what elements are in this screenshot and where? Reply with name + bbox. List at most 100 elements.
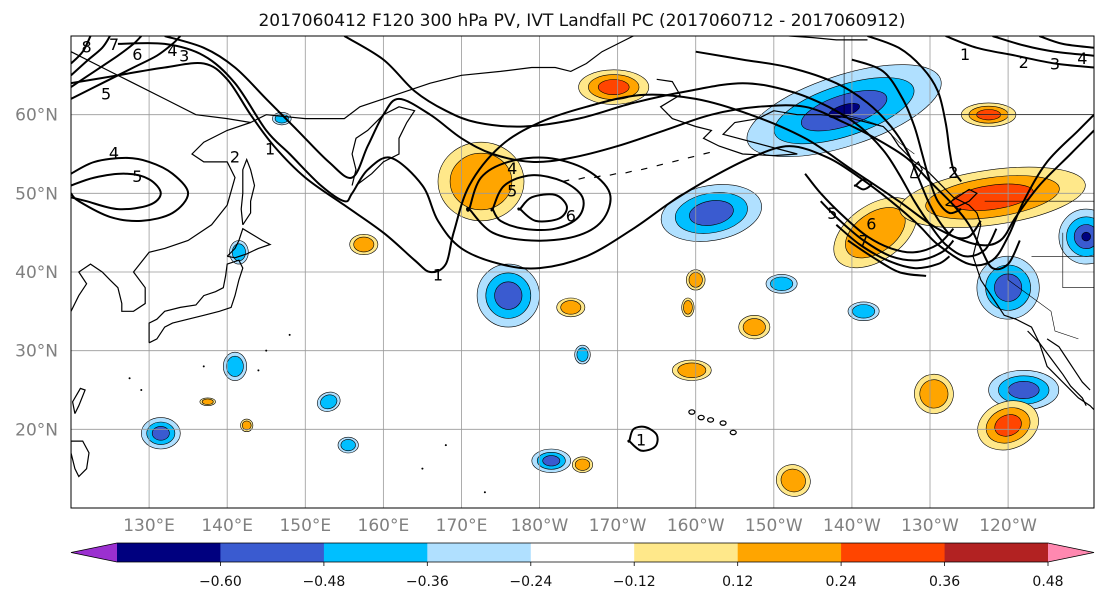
latitude-labels: 20°N 30°N 40°N 50°N 60°N <box>15 106 58 441</box>
island <box>288 333 291 336</box>
ivt-positive-anomaly <box>201 398 214 405</box>
colorbar-segment <box>841 543 945 562</box>
longitude-label: 130°W <box>901 516 959 536</box>
coastline <box>1027 330 1087 406</box>
pv-contour-label: 1 <box>265 140 275 159</box>
pv-contour-label: 4 <box>167 41 177 60</box>
ivt-positive-anomaly <box>919 379 949 409</box>
pv-contour <box>71 156 190 223</box>
latitude-label: 30°N <box>15 342 58 362</box>
pv-contour <box>853 178 873 191</box>
ivt-negative-anomaly <box>226 355 244 377</box>
ivt-positive-anomaly <box>597 79 630 95</box>
longitude-label: 160°E <box>358 516 410 536</box>
colorbar-tick-label: −0.60 <box>199 574 242 590</box>
pv-contour <box>71 62 1094 274</box>
pv-contour <box>835 224 951 270</box>
pv-contour <box>466 156 612 242</box>
longitude-label: 150°E <box>279 516 331 536</box>
colorbar-tick-label: 0.36 <box>929 574 960 590</box>
pv-contour <box>819 200 955 262</box>
colorbar-tick-label: −0.36 <box>406 574 449 590</box>
longitude-labels: 130°E 140°E 150°E 160°E 170°E 180°W 170°W 160°W… <box>123 516 1037 536</box>
ivt-negative-anomaly <box>340 439 356 452</box>
pv-contour <box>627 425 659 452</box>
pv-contour-label: 6 <box>866 214 876 233</box>
pv-contour <box>851 58 962 215</box>
longitude-label: 170°E <box>436 516 488 536</box>
ivt-negative-anomaly <box>320 394 338 410</box>
pv-contour <box>164 36 1021 271</box>
colorbar-tick-label: 0.12 <box>722 574 753 590</box>
pv-contour <box>71 36 182 100</box>
pv-contour-label: 1 <box>636 431 646 450</box>
pv-contour-label: 4 <box>1077 49 1087 68</box>
island <box>706 417 715 423</box>
coastlines <box>71 36 1094 494</box>
border-line <box>1007 256 1079 340</box>
longitude-label: 150°W <box>745 516 803 536</box>
island <box>444 444 447 447</box>
longitude-label: 170°W <box>589 516 647 536</box>
colorbar-tick-label: −0.12 <box>613 574 656 590</box>
colorbar-segment <box>117 543 221 562</box>
pv-contour-label: 5 <box>101 85 111 104</box>
island <box>640 167 648 171</box>
ivt-negative-anomaly <box>494 281 523 310</box>
longitude-label: 140°E <box>201 516 253 536</box>
ivt-negative-anomaly <box>542 455 561 467</box>
pv-contour <box>343 36 998 258</box>
pv-contour <box>695 50 982 240</box>
colorbar-extend-high <box>1048 543 1094 562</box>
pv-contour <box>847 239 927 277</box>
colorbar-segment <box>737 543 842 562</box>
pv-contour-label: 1 <box>433 265 443 284</box>
colorbar-segment <box>427 543 532 562</box>
island <box>421 467 424 470</box>
coastline <box>240 157 256 226</box>
colorbar-tick-label: −0.48 <box>302 574 345 590</box>
pv-contour-label: 6 <box>132 45 142 64</box>
border-line <box>1062 232 1094 288</box>
island <box>483 491 486 494</box>
pv-contour-label: 4 <box>109 144 119 163</box>
coastline <box>71 387 86 414</box>
border-line <box>843 36 915 155</box>
colorbar-segment <box>530 543 635 562</box>
pv-contour-label: 3 <box>1050 55 1060 74</box>
pv-contour <box>517 193 568 223</box>
pv-contour-label: 2 <box>948 163 958 182</box>
colorbar-extend-low <box>71 543 117 562</box>
colorbar-tick-label: 0.48 <box>1032 574 1063 590</box>
coastline <box>71 382 72 384</box>
colorbar-tick-label: 0.24 <box>826 574 857 590</box>
latitude-label: 50°N <box>15 184 58 204</box>
pv-contour <box>71 36 143 88</box>
pv-contour <box>867 36 963 183</box>
colorbar-outline <box>70 542 1095 563</box>
longitude-label: 140°W <box>823 516 881 536</box>
island <box>656 163 664 167</box>
island <box>729 429 737 436</box>
pv-contour <box>71 172 162 211</box>
island <box>609 173 617 176</box>
pv-contour-label: 4 <box>507 159 517 178</box>
pv-contour <box>117 42 1094 270</box>
pv-contour <box>1038 36 1094 49</box>
ivt-positive-anomaly <box>574 458 591 471</box>
island <box>128 377 131 380</box>
pv-contours <box>71 36 1094 452</box>
pv-contour-label: 5 <box>132 167 142 186</box>
pv-contour-label: 2 <box>230 147 240 166</box>
colorbar: −0.60 −0.48 −0.36 −0.24 −0.12 0.12 0.24 0.36 0.4… <box>70 542 1095 590</box>
pv-contour-label: 6 <box>566 206 576 225</box>
coastline <box>226 227 272 259</box>
longitude-label: 120°W <box>979 516 1037 536</box>
ivt-positive-anomaly <box>241 420 252 431</box>
pv-contour-label: 8 <box>82 37 92 56</box>
island <box>672 159 679 163</box>
island <box>257 369 260 372</box>
map-title: 2017060412 F120 300 hPa PV, IVT Landfall… <box>258 11 905 31</box>
pv-contour-label: 3 <box>179 47 189 66</box>
